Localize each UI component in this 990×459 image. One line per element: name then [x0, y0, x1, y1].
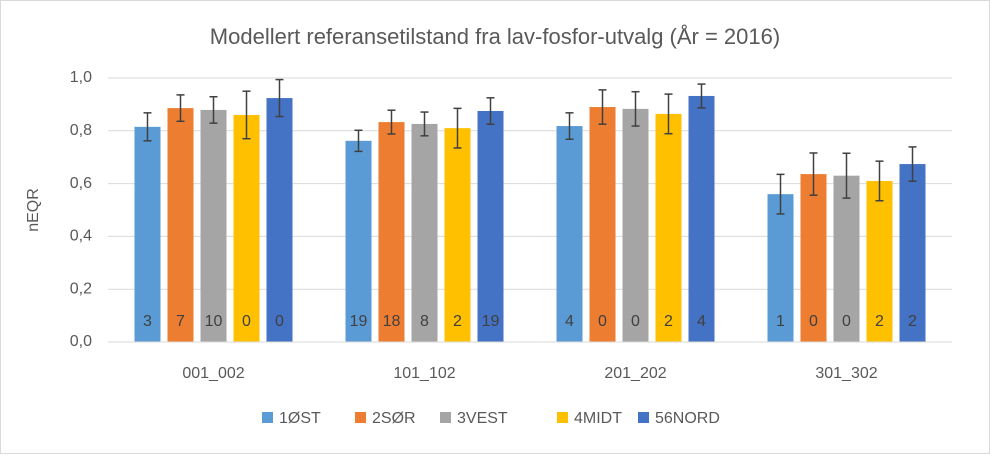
count-label: 19 [482, 313, 500, 330]
y-tick-label: 1,0 [70, 69, 92, 86]
count-label: 10 [205, 313, 223, 330]
count-label: 18 [383, 313, 401, 330]
legend-swatch [355, 412, 366, 423]
bar [556, 126, 583, 342]
bar [477, 111, 504, 342]
y-tick-label: 0,4 [70, 228, 92, 245]
count-label: 0 [598, 313, 607, 330]
legend-label: 2SØR [372, 410, 416, 427]
bar [411, 123, 438, 342]
count-label: 0 [809, 313, 818, 330]
bar [767, 194, 794, 342]
bar [800, 174, 827, 342]
bar [899, 164, 926, 342]
bar [833, 175, 860, 342]
legend-label: 1ØST [279, 410, 321, 427]
chart-title: Modellert referansetilstand fra lav-fosf… [210, 24, 780, 49]
bar [866, 180, 893, 342]
legend-label: 56NORD [655, 410, 720, 427]
x-tick-label: 001_002 [182, 365, 244, 382]
legend-swatch [638, 412, 649, 423]
bar [233, 114, 260, 343]
bar [444, 128, 471, 342]
count-label: 4 [697, 313, 706, 330]
bar [167, 108, 194, 342]
count-label: 2 [664, 313, 673, 330]
count-label: 8 [420, 313, 429, 330]
count-label: 2 [453, 313, 462, 330]
legend-swatch [557, 412, 568, 423]
bar [622, 108, 649, 342]
bar [200, 109, 227, 342]
bar [266, 98, 293, 343]
count-label: 2 [875, 313, 884, 330]
bar [345, 140, 372, 342]
count-label: 0 [631, 313, 640, 330]
count-label: 7 [176, 313, 185, 330]
legend-label: 4MIDT [574, 410, 622, 427]
legend-label: 3VEST [457, 410, 508, 427]
count-label: 4 [565, 313, 574, 330]
count-label: 19 [350, 313, 368, 330]
bar [655, 113, 682, 343]
count-label: 3 [143, 313, 152, 330]
count-label: 0 [242, 313, 251, 330]
count-label: 0 [275, 313, 284, 330]
y-tick-label: 0,8 [70, 122, 92, 139]
y-tick-label: 0,0 [70, 333, 92, 350]
y-tick-label: 0,2 [70, 280, 92, 297]
count-label: 2 [908, 313, 917, 330]
bar [688, 95, 715, 343]
legend-swatch [262, 412, 273, 423]
y-axis-label: nEQR [25, 188, 42, 232]
bar [378, 122, 405, 342]
x-tick-label: 101_102 [393, 365, 455, 382]
bar [589, 107, 616, 342]
count-label: 0 [842, 313, 851, 330]
bar [134, 126, 161, 342]
x-tick-label: 301_302 [815, 365, 877, 382]
y-tick-label: 0,6 [70, 175, 92, 192]
legend-swatch [440, 412, 451, 423]
count-label: 1 [776, 313, 785, 330]
x-tick-label: 201_202 [604, 365, 666, 382]
